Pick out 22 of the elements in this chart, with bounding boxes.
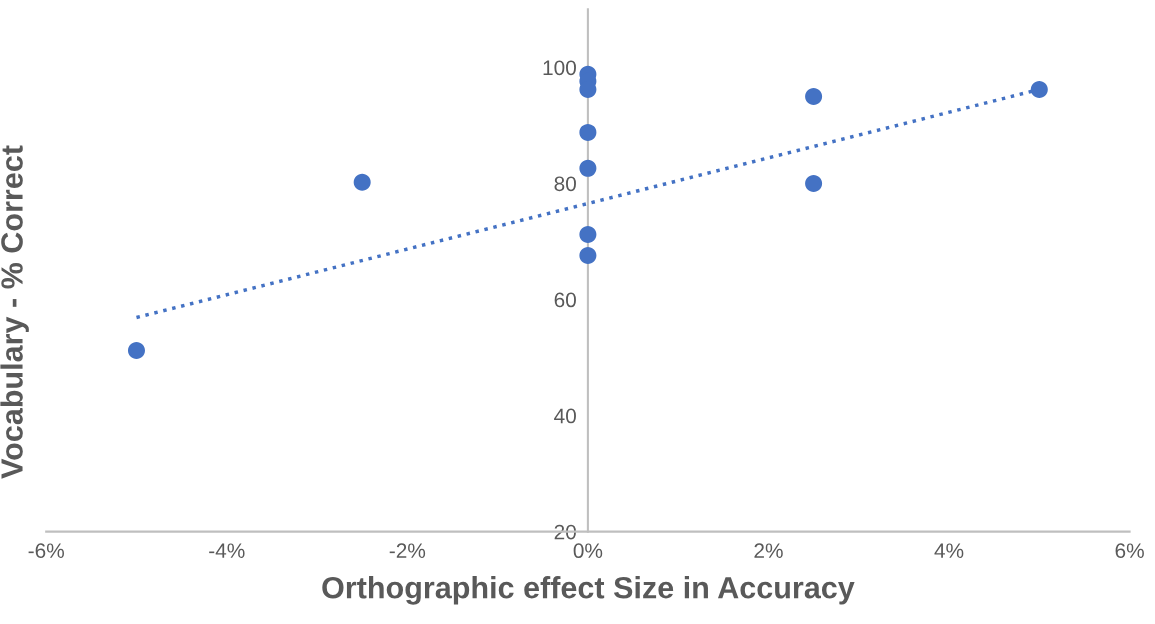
point — [579, 246, 597, 264]
point — [353, 173, 371, 191]
point — [579, 226, 597, 244]
y-tick-label: 100 — [543, 60, 576, 76]
x-tick-label: 2% — [754, 543, 783, 558]
point — [579, 123, 597, 141]
x-tick-label: -2% — [389, 543, 426, 558]
x-tick-label: -4% — [209, 543, 245, 558]
x-tick-label: 4% — [934, 543, 964, 558]
x-tick-label: 0% — [573, 543, 603, 559]
point — [127, 342, 145, 360]
y-tick-label: 40 — [554, 408, 576, 424]
y-tick-label: 80 — [554, 176, 576, 192]
y-axis-title: Vocabulary - % Correct — [0, 145, 29, 479]
x-tick-label: 6% — [1115, 543, 1144, 559]
point — [579, 159, 597, 177]
point — [805, 87, 823, 105]
y-tick-label: 60 — [554, 292, 576, 308]
x-axis-title: Orthographic effect Size in Accuracy — [322, 576, 855, 605]
x-tick-label: -6% — [28, 543, 64, 559]
point — [805, 174, 823, 192]
point — [1030, 80, 1048, 98]
